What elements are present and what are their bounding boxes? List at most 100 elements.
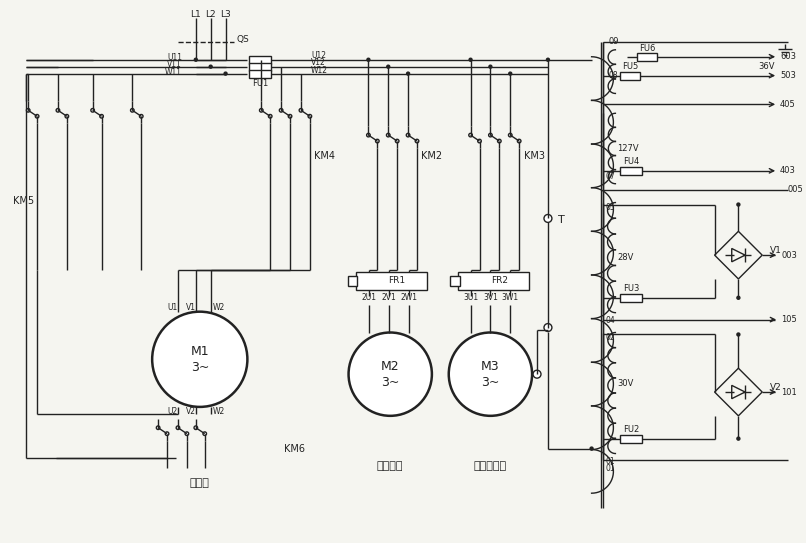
Circle shape <box>27 109 30 112</box>
Text: U12: U12 <box>311 51 326 60</box>
Circle shape <box>56 109 60 112</box>
Text: W11: W11 <box>165 68 182 77</box>
Text: QS: QS <box>236 35 249 45</box>
Text: V12: V12 <box>311 58 326 67</box>
Text: KM3: KM3 <box>524 151 545 161</box>
Circle shape <box>449 332 532 416</box>
Bar <box>621 167 642 175</box>
Text: KM6: KM6 <box>284 444 305 453</box>
Circle shape <box>91 109 94 112</box>
Text: 07: 07 <box>605 172 615 181</box>
Text: 3~: 3~ <box>190 361 209 374</box>
Circle shape <box>65 115 69 118</box>
Bar <box>450 276 459 286</box>
Text: 油泵电机: 油泵电机 <box>377 462 404 471</box>
Text: 603: 603 <box>780 52 796 61</box>
Circle shape <box>488 134 492 137</box>
Text: 3~: 3~ <box>381 376 400 389</box>
Bar <box>249 70 271 78</box>
Circle shape <box>546 58 550 61</box>
Circle shape <box>517 139 521 143</box>
Text: FU4: FU4 <box>623 157 639 166</box>
Circle shape <box>35 115 39 118</box>
Circle shape <box>260 109 263 112</box>
Circle shape <box>469 58 472 61</box>
Text: 405: 405 <box>780 100 796 109</box>
Text: 28V: 28V <box>617 252 634 262</box>
Text: 01: 01 <box>605 464 615 473</box>
Bar <box>458 272 529 290</box>
Circle shape <box>489 65 492 68</box>
Text: 105: 105 <box>781 315 797 324</box>
Circle shape <box>194 426 197 430</box>
Text: 30V: 30V <box>617 378 634 388</box>
Text: FU5: FU5 <box>622 62 638 71</box>
Text: 02: 02 <box>605 333 615 342</box>
Text: 503: 503 <box>780 71 796 80</box>
Text: 3W1: 3W1 <box>501 293 519 302</box>
Bar <box>638 53 657 61</box>
Circle shape <box>544 324 552 332</box>
Text: 04: 04 <box>605 316 615 325</box>
Text: 01: 01 <box>605 457 615 466</box>
Text: 005: 005 <box>788 185 804 194</box>
Text: U2: U2 <box>168 407 178 416</box>
Text: M2: M2 <box>381 359 400 372</box>
Circle shape <box>509 72 512 75</box>
Text: T: T <box>558 216 565 225</box>
Circle shape <box>533 370 541 378</box>
Circle shape <box>203 432 206 435</box>
Circle shape <box>406 134 410 137</box>
Circle shape <box>396 139 399 143</box>
Text: 2W1: 2W1 <box>401 293 418 302</box>
Text: FU2: FU2 <box>623 425 639 434</box>
Circle shape <box>156 426 160 430</box>
Text: U1: U1 <box>168 303 178 312</box>
Circle shape <box>367 134 370 137</box>
Text: W2: W2 <box>213 303 225 312</box>
Text: 3~: 3~ <box>481 376 500 389</box>
Text: FU3: FU3 <box>623 285 639 293</box>
Text: 2V1: 2V1 <box>382 293 397 302</box>
Text: V2: V2 <box>186 407 196 416</box>
Text: FR2: FR2 <box>491 276 508 286</box>
Bar <box>249 56 271 64</box>
Text: L2: L2 <box>206 10 216 18</box>
Circle shape <box>165 432 168 435</box>
Circle shape <box>386 134 390 137</box>
Text: FU1: FU1 <box>252 79 268 88</box>
Text: KM4: KM4 <box>314 151 334 161</box>
Circle shape <box>737 203 740 206</box>
Text: 05: 05 <box>605 203 615 212</box>
Circle shape <box>737 333 740 336</box>
Circle shape <box>224 72 227 75</box>
Text: V1: V1 <box>186 303 196 312</box>
Text: KM2: KM2 <box>421 151 442 161</box>
Circle shape <box>100 115 103 118</box>
Circle shape <box>210 65 212 68</box>
Bar <box>355 272 427 290</box>
Bar <box>249 62 271 71</box>
Text: L1: L1 <box>190 10 202 18</box>
Circle shape <box>387 65 390 68</box>
Text: FU6: FU6 <box>639 45 655 53</box>
Circle shape <box>139 115 143 118</box>
Circle shape <box>544 214 552 223</box>
Circle shape <box>194 58 197 61</box>
Circle shape <box>737 296 740 299</box>
Text: 冷却泵电机: 冷却泵电机 <box>474 462 507 471</box>
Text: 101: 101 <box>781 388 797 396</box>
Bar <box>621 294 642 302</box>
Text: 主电机: 主电机 <box>190 478 210 488</box>
Text: U11: U11 <box>167 53 182 62</box>
Circle shape <box>348 332 432 416</box>
Circle shape <box>185 432 189 435</box>
Text: KM5: KM5 <box>13 195 35 206</box>
Text: 3V1: 3V1 <box>483 293 498 302</box>
Circle shape <box>406 72 409 75</box>
Circle shape <box>131 109 134 112</box>
Circle shape <box>152 312 247 407</box>
Text: 36V: 36V <box>758 62 775 71</box>
Bar <box>347 276 358 286</box>
Text: M3: M3 <box>481 359 500 372</box>
